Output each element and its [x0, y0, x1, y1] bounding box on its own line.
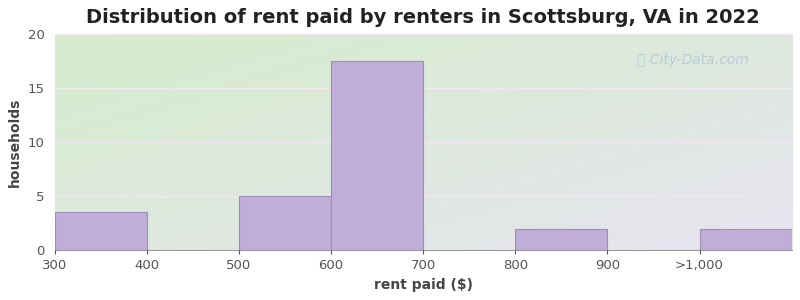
Text: Ⓒ City-Data.com: Ⓒ City-Data.com: [637, 53, 749, 67]
Bar: [239, 196, 331, 250]
Bar: [699, 229, 792, 250]
X-axis label: rent paid ($): rent paid ($): [374, 278, 473, 292]
Bar: [331, 61, 423, 250]
Bar: [515, 229, 607, 250]
Title: Distribution of rent paid by renters in Scottsburg, VA in 2022: Distribution of rent paid by renters in …: [86, 8, 760, 27]
Bar: [54, 212, 146, 250]
Y-axis label: households: households: [8, 98, 22, 187]
